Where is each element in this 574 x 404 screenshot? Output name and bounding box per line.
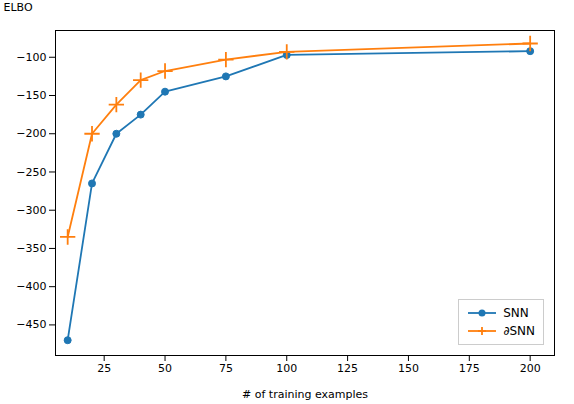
svg-text:100: 100 [276, 362, 297, 375]
svg-text:# of training examples: # of training examples [242, 388, 368, 401]
svg-text:−250: −250 [16, 165, 46, 178]
svg-text:−100: −100 [16, 51, 46, 64]
svg-text:75: 75 [219, 362, 233, 375]
svg-text:ELBO: ELBO [4, 1, 33, 14]
svg-text:−400: −400 [16, 280, 46, 293]
svg-text:200: 200 [520, 362, 541, 375]
svg-text:−350: −350 [16, 242, 46, 255]
svg-text:−200: −200 [16, 127, 46, 140]
svg-text:50: 50 [158, 362, 172, 375]
svg-text:175: 175 [459, 362, 480, 375]
svg-text:25: 25 [97, 362, 111, 375]
svg-text:−300: −300 [16, 204, 46, 217]
html-text:∂SNN: ∂SNN [503, 324, 535, 338]
svg-text:−450: −450 [16, 318, 46, 331]
svg-text:125: 125 [337, 362, 358, 375]
html-text:SNN: SNN [503, 306, 529, 320]
svg-text:150: 150 [398, 362, 419, 375]
svg-text:−150: −150 [16, 89, 46, 102]
